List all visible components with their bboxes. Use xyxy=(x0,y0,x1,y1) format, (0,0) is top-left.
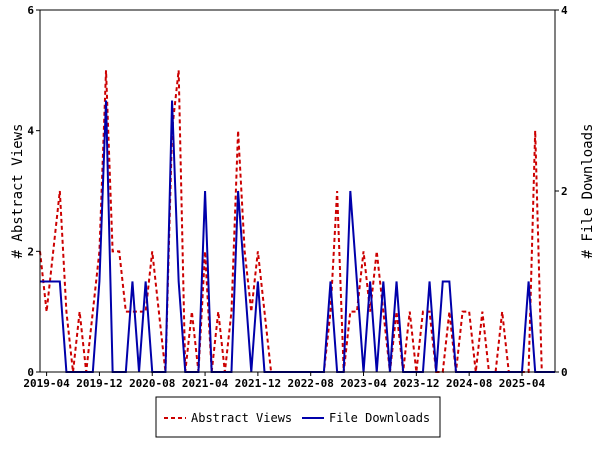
left-axis: 0 2 4 6 xyxy=(27,4,40,379)
y2-tick-label: 4 xyxy=(561,4,568,17)
y-tick-label: 4 xyxy=(27,125,34,138)
y-axis-title: # Abstract Views xyxy=(10,124,26,259)
x-tick-label: 2022-08 xyxy=(288,377,334,390)
x-tick-label: 2020-08 xyxy=(129,377,175,390)
y2-axis-title: # File Downloads xyxy=(580,124,596,259)
y-tick-label: 2 xyxy=(27,245,34,258)
legend-label-abstract-views: Abstract Views xyxy=(191,411,292,425)
x-tick-label: 2023-04 xyxy=(340,377,387,390)
y-tick-label: 6 xyxy=(27,4,34,17)
x-tick-label: 2021-12 xyxy=(235,377,281,390)
bottom-axis: 2019-04 2019-12 2020-08 2021-04 2021-12 2022-… xyxy=(23,372,546,390)
y2-tick-label: 2 xyxy=(561,185,568,198)
x-tick-label: 2019-04 xyxy=(23,377,70,390)
y-tick-label: 0 xyxy=(27,366,34,379)
x-tick-label: 2024-08 xyxy=(446,377,492,390)
x-tick-label: 2023-12 xyxy=(393,377,439,390)
legend: Abstract Views File Downloads xyxy=(155,396,441,438)
legend-label-file-downloads: File Downloads xyxy=(329,411,430,425)
x-tick-label: 2019-12 xyxy=(76,377,122,390)
right-axis: 0 2 4 xyxy=(555,4,568,379)
legend-box xyxy=(155,396,441,438)
x-tick-label: 2025-04 xyxy=(499,377,546,390)
y2-tick-label: 0 xyxy=(561,366,568,379)
x-tick-label: 2021-04 xyxy=(182,377,229,390)
